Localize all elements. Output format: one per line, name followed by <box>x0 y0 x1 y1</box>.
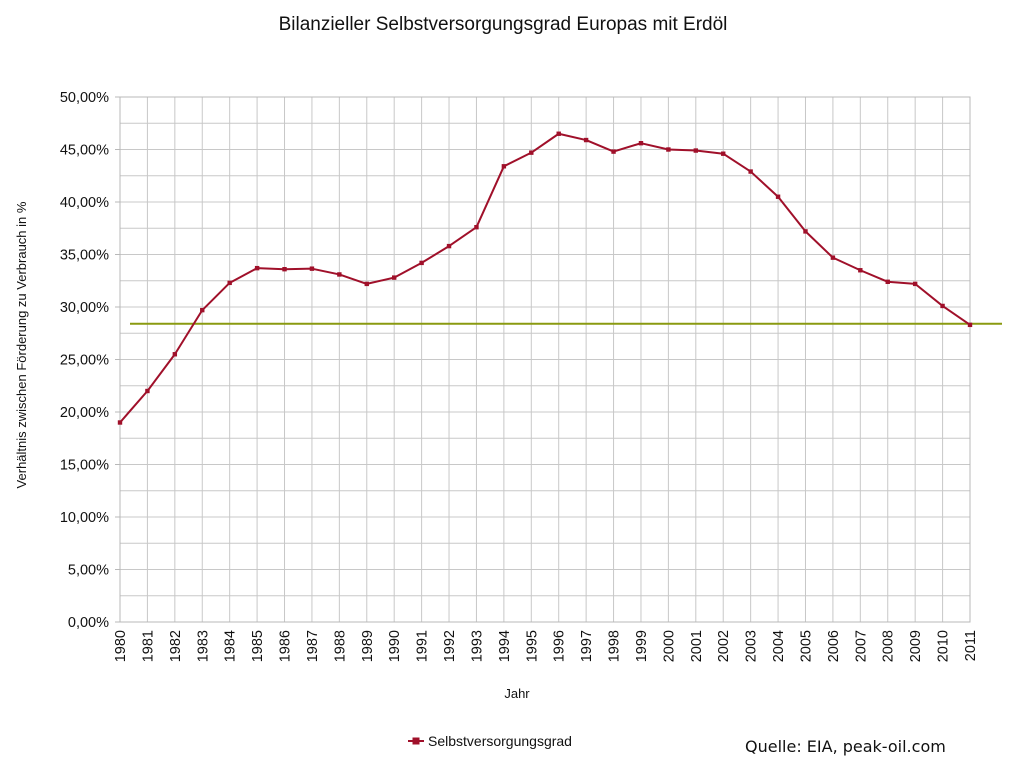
legend-label: Selbstversorgungsgrad <box>428 733 572 749</box>
data-point <box>419 260 424 266</box>
y-tick-label: 45,00% <box>60 143 109 159</box>
x-tick-label: 1993 <box>469 630 485 662</box>
x-tick-label: 2001 <box>689 630 705 662</box>
data-point <box>967 322 973 328</box>
x-tick-label: 1981 <box>140 630 156 662</box>
x-tick-label: 1999 <box>634 630 650 662</box>
legend-square-marker <box>412 737 420 745</box>
data-point <box>145 388 150 394</box>
x-tick-label: 1996 <box>552 630 568 662</box>
data-point <box>529 150 534 155</box>
x-tick-label: 2002 <box>716 630 732 662</box>
series-group <box>117 131 973 425</box>
data-point <box>638 141 644 146</box>
y-tick-label: 15,00% <box>60 458 109 474</box>
x-tick-label: 1980 <box>113 630 129 662</box>
data-point <box>501 164 507 169</box>
x-tick-label: 1985 <box>250 630 266 662</box>
data-point <box>282 267 287 272</box>
data-point <box>391 275 397 280</box>
x-tick-label: 2004 <box>771 630 787 662</box>
data-point <box>666 147 671 152</box>
data-point <box>172 352 178 357</box>
y-tick-label: 30,00% <box>60 300 109 316</box>
x-tick-label: 1987 <box>305 630 321 662</box>
data-point <box>693 148 699 153</box>
x-tick-label: 2008 <box>881 630 897 662</box>
y-tick-label: 25,00% <box>60 353 109 369</box>
x-tick-label: 1998 <box>607 630 623 662</box>
data-point <box>556 131 561 136</box>
source-note: Quelle: EIA, peak-oil.com <box>745 737 946 756</box>
data-point <box>474 225 479 230</box>
x-tick-label: 2000 <box>661 630 677 662</box>
data-point <box>227 280 232 286</box>
y-tick-label: 0,00% <box>68 615 109 631</box>
data-point <box>611 149 616 154</box>
data-point <box>748 169 753 174</box>
y-tick-label: 50,00% <box>60 90 109 106</box>
series-line <box>119 132 971 424</box>
grid <box>119 96 971 623</box>
data-point <box>721 151 726 156</box>
data-point <box>583 137 589 143</box>
data-point <box>364 281 369 287</box>
x-tick-label: 1995 <box>524 630 540 662</box>
data-point <box>117 420 123 425</box>
x-tick-label: 1989 <box>360 630 376 662</box>
x-tick-label: 2006 <box>826 630 842 662</box>
data-point <box>337 272 342 277</box>
x-tick-label: 2003 <box>744 630 760 662</box>
data-point <box>775 194 781 199</box>
data-point <box>885 279 890 284</box>
x-tick-label: 2010 <box>936 630 952 662</box>
x-tick-label: 1990 <box>387 630 403 662</box>
x-tick-label: 1983 <box>195 630 211 662</box>
x-tick-label: 2007 <box>853 630 869 662</box>
y-tick-label: 5,00% <box>68 563 109 579</box>
x-tick-label: 1992 <box>442 630 458 662</box>
y-axis-ticks: 0,00% 5,00% 10,00% 15,00% 20,00% 25,00% 30,00%… <box>60 90 120 631</box>
data-point <box>803 229 808 234</box>
data-point <box>830 255 836 260</box>
x-axis-ticks: 1980 1981 1982 1983 1984 1985 1986 1987 1988 1989… <box>113 630 979 662</box>
x-tick-label: 1991 <box>415 630 431 662</box>
data-point <box>254 265 260 271</box>
x-axis-label: Jahr <box>504 686 530 701</box>
x-tick-label: 1982 <box>168 630 184 662</box>
y-tick-label: 35,00% <box>60 248 109 264</box>
chart-title: Bilanzieller Selbstversorgungsgrad Europ… <box>279 14 728 35</box>
x-tick-label: 1994 <box>497 630 513 662</box>
x-tick-label: 2009 <box>908 630 924 662</box>
x-tick-label: 2005 <box>798 630 814 662</box>
data-point <box>912 281 918 287</box>
data-point <box>940 303 945 309</box>
y-axis-label: Verhältnis zwischen Förderung zu Verbrau… <box>14 201 29 488</box>
y-tick-label: 10,00% <box>60 510 109 526</box>
x-tick-label: 2011 <box>963 630 979 661</box>
data-point <box>446 243 452 249</box>
data-point <box>309 266 315 271</box>
y-tick-label: 40,00% <box>60 195 109 211</box>
x-tick-label: 1984 <box>223 630 239 662</box>
data-point <box>200 307 205 313</box>
data-point <box>858 268 863 273</box>
legend: Selbstversorgungsgrad <box>408 733 572 749</box>
x-tick-label: 1986 <box>278 630 294 662</box>
x-tick-label: 1997 <box>579 630 595 662</box>
x-tick-label: 1988 <box>332 630 348 662</box>
y-tick-label: 20,00% <box>60 405 109 421</box>
